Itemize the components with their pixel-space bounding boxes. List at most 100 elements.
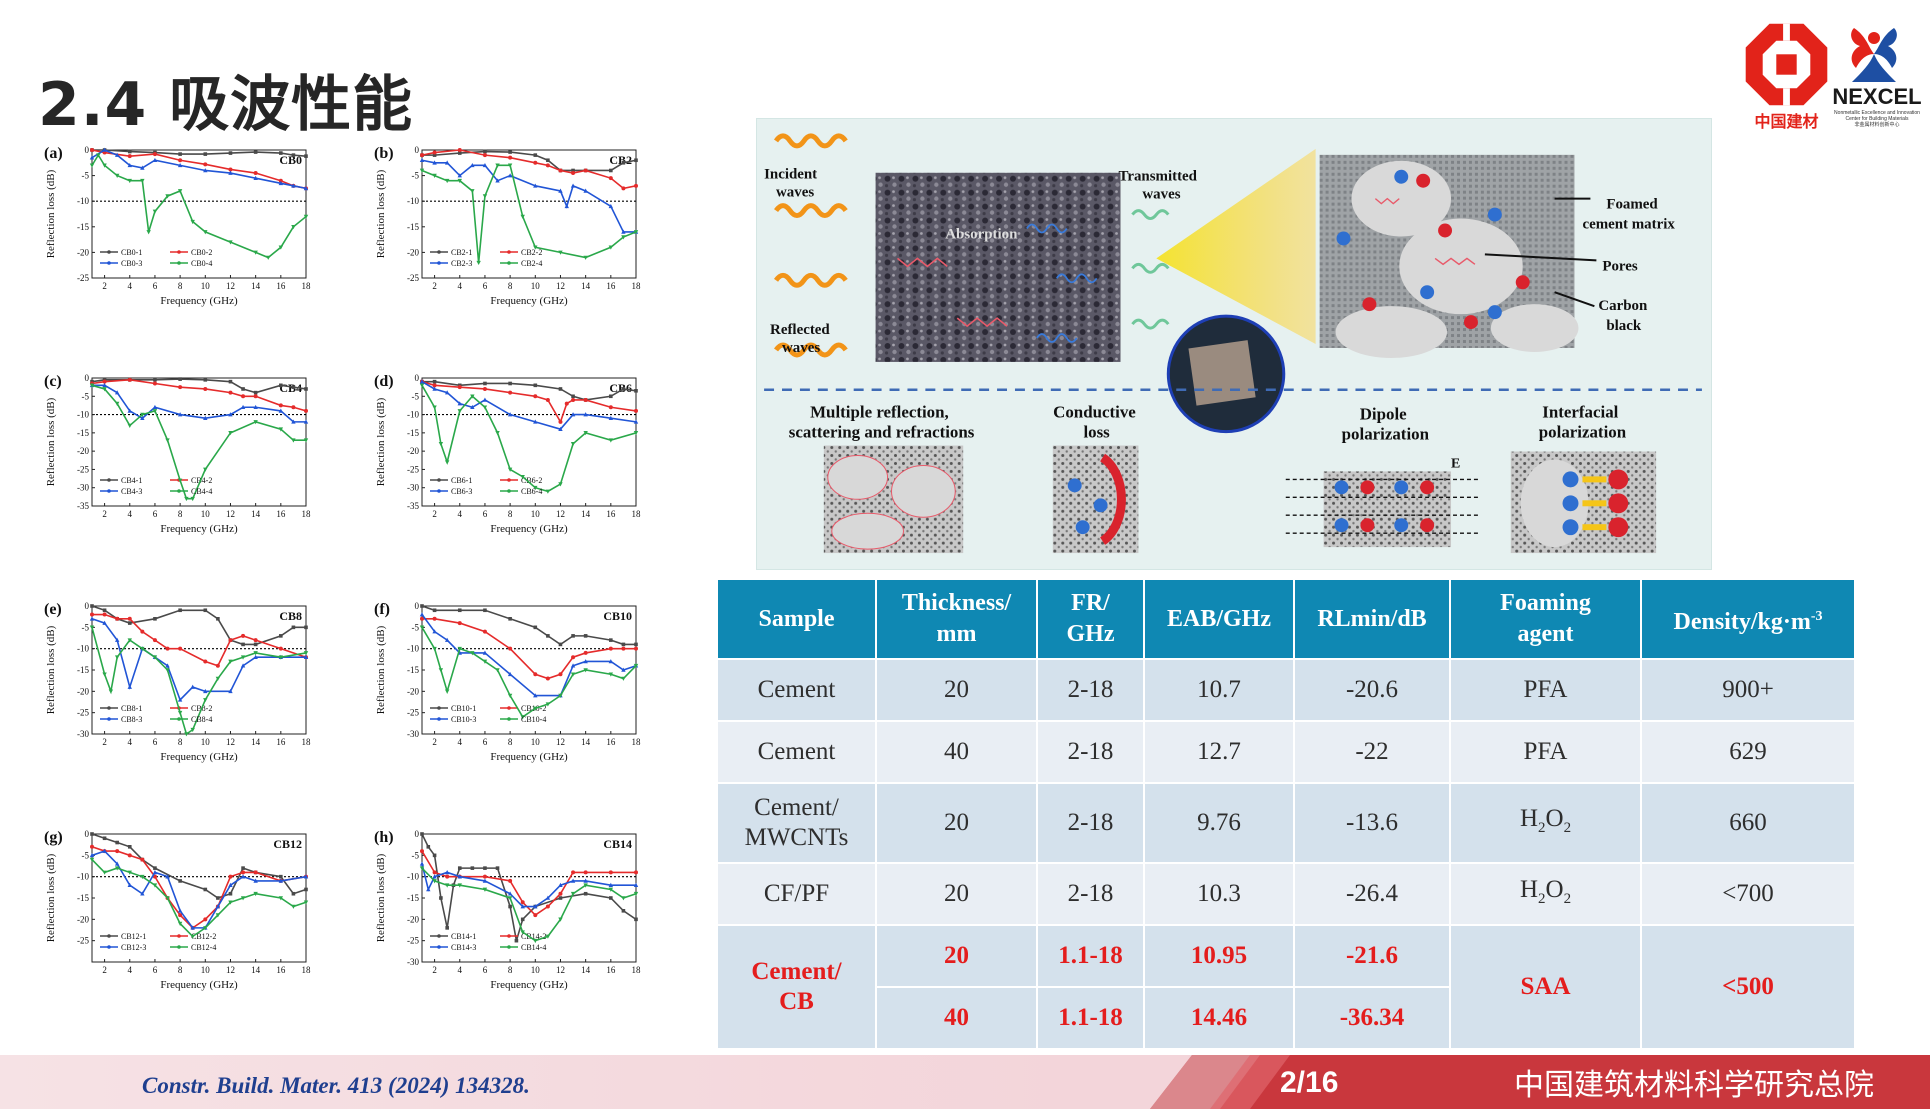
institute-name: 中国建筑材料科学研究总院 xyxy=(1514,1068,1874,1103)
legend-label: CB8-1 xyxy=(121,704,142,713)
data-point xyxy=(165,194,170,199)
data-point xyxy=(482,153,487,158)
x-tick-label: 12 xyxy=(556,737,565,747)
data-point xyxy=(608,176,613,181)
x-tick-label: 14 xyxy=(251,737,261,747)
data-point xyxy=(203,162,208,167)
h2o2-cell: H2O2 xyxy=(1449,782,1642,864)
data-point xyxy=(558,896,563,900)
x-tick-label: 14 xyxy=(251,509,261,519)
data-point xyxy=(190,684,195,689)
x-tick-label: 8 xyxy=(508,737,513,747)
data-point xyxy=(482,659,488,664)
data-point xyxy=(190,219,195,225)
data-point xyxy=(102,672,107,677)
data-point xyxy=(102,848,107,853)
data-point xyxy=(495,178,500,183)
data-point xyxy=(127,616,132,621)
data-point xyxy=(127,870,132,875)
data-point xyxy=(102,620,107,625)
data-point xyxy=(583,650,588,655)
data-point xyxy=(482,874,487,879)
series-line-cb10-4 xyxy=(421,626,637,719)
data-point xyxy=(482,386,487,391)
data-point xyxy=(140,629,145,634)
data-point xyxy=(457,866,462,870)
data-point xyxy=(633,431,639,436)
data-point xyxy=(140,874,145,880)
y-tick-label: -20 xyxy=(407,686,419,696)
data-point xyxy=(533,485,538,491)
x-tick-label: 18 xyxy=(302,965,312,975)
data-point xyxy=(127,377,132,382)
legend-marker xyxy=(437,706,441,710)
data-point xyxy=(444,870,450,875)
data-point xyxy=(520,917,525,922)
data-point xyxy=(419,625,425,630)
data-point xyxy=(583,870,588,875)
x-tick-label: 14 xyxy=(251,281,261,291)
data-point xyxy=(508,381,512,386)
x-tick-label: 10 xyxy=(201,737,211,747)
data-point xyxy=(228,874,233,879)
legend-label: CB2-1 xyxy=(451,248,472,257)
chart-cb12: 2 4 6 8 10 12 14 16 18 0 -5 -10 -15 -20 -25 Frequency (… xyxy=(44,829,311,991)
data-point xyxy=(253,150,258,154)
data-point xyxy=(608,870,613,875)
data-point xyxy=(545,163,550,168)
x-tick-label: 2 xyxy=(432,509,437,519)
data-point xyxy=(495,668,500,673)
x-tick-label: 4 xyxy=(458,737,463,747)
legend-label: CB6-4 xyxy=(521,487,542,496)
data-point xyxy=(127,853,132,858)
data-point xyxy=(444,689,450,694)
chart-cb4: 2 4 6 8 10 12 14 16 18 0 -5 -10 -15 -20 -25 -30 -35 Frequ… xyxy=(44,373,311,535)
data-point xyxy=(127,149,132,154)
x-axis-label: Frequency (GHz) xyxy=(160,523,238,535)
data-point xyxy=(621,186,626,191)
data-point xyxy=(228,167,233,172)
interfacial-polarization-label: Interfacial polarization xyxy=(1539,403,1627,442)
data-point xyxy=(241,394,246,399)
legend-label: CB12-4 xyxy=(191,943,216,952)
data-point xyxy=(216,896,220,900)
data-point xyxy=(114,866,120,871)
data-point xyxy=(507,891,513,896)
legend-label: CB6-1 xyxy=(451,476,472,485)
transmitted-waves-icon xyxy=(1131,209,1170,330)
transmitted-label: Transmitted waves xyxy=(1119,169,1201,203)
data-point xyxy=(438,442,444,447)
data-point xyxy=(303,186,309,191)
header-eab: EAB/GHz xyxy=(1143,578,1295,660)
data-point xyxy=(178,913,183,918)
x-axis-label: Frequency (GHz) xyxy=(160,979,238,991)
data-point xyxy=(153,378,157,382)
data-point xyxy=(240,874,246,879)
table-row: Cement 40 2-18 12.7 -22 PFA 629 xyxy=(716,720,1856,784)
legend-label: CB10-2 xyxy=(521,704,546,713)
x-tick-label: 18 xyxy=(632,965,642,975)
data-point xyxy=(178,152,182,156)
y-tick-label: -10 xyxy=(77,196,89,206)
legend-marker xyxy=(507,934,511,938)
data-point xyxy=(165,874,170,879)
highlight-agent: SAA xyxy=(1449,924,1642,1050)
x-tick-label: 16 xyxy=(276,965,286,975)
data-point xyxy=(108,689,114,694)
data-point xyxy=(608,646,613,651)
panel-label: (f) xyxy=(374,601,390,618)
data-point xyxy=(432,646,437,652)
data-point xyxy=(570,672,576,677)
x-tick-label: 16 xyxy=(606,737,616,747)
data-point xyxy=(228,882,233,887)
x-tick-label: 4 xyxy=(458,281,463,291)
y-tick-label: -20 xyxy=(407,914,419,924)
data-point xyxy=(533,625,538,630)
legend-marker xyxy=(107,261,111,265)
data-point xyxy=(558,426,563,431)
data-point xyxy=(570,412,576,417)
series-line-cb8-4 xyxy=(91,627,307,736)
data-point xyxy=(608,659,614,664)
x-tick-label: 2 xyxy=(102,281,107,291)
x-axis-label: Frequency (GHz) xyxy=(490,751,568,763)
